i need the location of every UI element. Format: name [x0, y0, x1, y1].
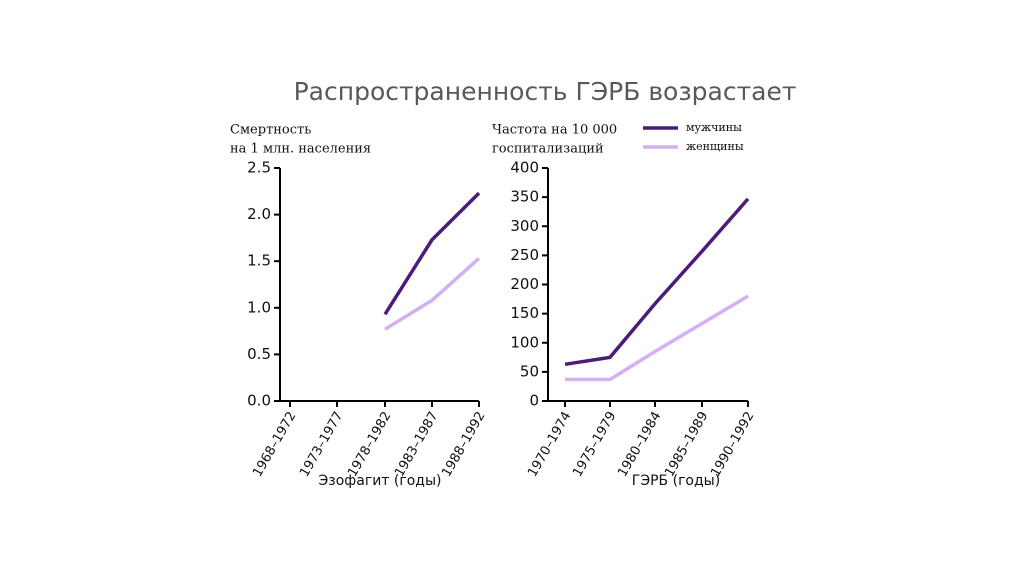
x-tick-label: 1970–1974 [525, 409, 574, 479]
y-tick-label: 350 [510, 188, 539, 206]
y-axis-label: на 1 млн. населения [230, 142, 371, 157]
x-tick-label: 1988–1992 [439, 409, 488, 479]
y-tick-label: 150 [510, 304, 539, 322]
y-tick-label: 100 [510, 333, 539, 351]
series-line [564, 197, 750, 367]
y-tick-label: 50 [520, 362, 539, 380]
slide-title: Распространенность ГЭРБ возрастает [294, 77, 797, 106]
x-axis-label: Эзофагит (годы) [319, 473, 442, 489]
y-tick-label: 0 [529, 392, 539, 410]
legend-label: женщины [686, 140, 744, 153]
y-tick-label: 2.0 [247, 205, 271, 223]
y-tick-label: 200 [510, 275, 539, 293]
series-line [384, 257, 481, 331]
y-axis-label: Смертность [230, 123, 311, 138]
y-tick-label: 0.5 [247, 345, 271, 363]
x-axis-label: ГЭРБ (годы) [632, 473, 720, 489]
x-tick-label: 1978–1982 [345, 409, 394, 479]
legend-label: мужчины [686, 121, 742, 134]
x-tick-label: 1975–1979 [570, 409, 619, 479]
y-tick-label: 2.5 [247, 159, 271, 177]
x-tick-label: 1973–1977 [297, 409, 346, 479]
y-tick-label: 250 [510, 246, 539, 264]
y-tick-label: 0.0 [247, 392, 271, 410]
x-tick-label: 1983–1987 [392, 409, 441, 479]
y-tick-label: 1.0 [247, 298, 271, 316]
y-tick-label: 400 [510, 159, 539, 177]
y-tick-label: 300 [510, 217, 539, 235]
x-tick-label: 1968–1972 [250, 409, 299, 479]
x-tick-label: 1980–1984 [615, 409, 664, 479]
series-line [565, 294, 749, 382]
x-tick-label: 1990–1992 [708, 409, 757, 479]
x-tick-label: 1985–1989 [662, 409, 711, 479]
series-line [383, 191, 481, 316]
y-axis-label: госпитализаций [492, 142, 604, 157]
y-axis-label: Частота на 10 000 [492, 123, 617, 138]
y-tick-label: 1.5 [247, 252, 271, 270]
